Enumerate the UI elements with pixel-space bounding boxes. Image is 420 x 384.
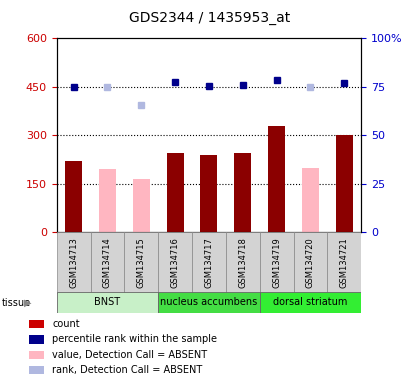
- Text: nucleus accumbens: nucleus accumbens: [160, 297, 257, 308]
- Bar: [65, 161, 82, 232]
- Text: GSM134720: GSM134720: [306, 237, 315, 288]
- Bar: [133, 179, 150, 232]
- Bar: [336, 136, 353, 232]
- Text: count: count: [52, 319, 80, 329]
- Bar: [327, 232, 361, 294]
- Bar: [260, 232, 294, 294]
- Text: dorsal striatum: dorsal striatum: [273, 297, 348, 308]
- Bar: [158, 232, 192, 294]
- Bar: [234, 153, 251, 232]
- Bar: [158, 292, 260, 313]
- Bar: [294, 232, 327, 294]
- Bar: [57, 232, 91, 294]
- Bar: [260, 292, 361, 313]
- Text: GDS2344 / 1435953_at: GDS2344 / 1435953_at: [129, 11, 291, 25]
- Text: GSM134715: GSM134715: [137, 237, 146, 288]
- Bar: [91, 232, 124, 294]
- Bar: [124, 232, 158, 294]
- Text: GSM134714: GSM134714: [103, 237, 112, 288]
- Text: BNST: BNST: [94, 297, 121, 308]
- Bar: [200, 155, 218, 232]
- Text: ▶: ▶: [24, 298, 32, 308]
- Text: percentile rank within the sample: percentile rank within the sample: [52, 334, 218, 344]
- Text: GSM134716: GSM134716: [171, 237, 180, 288]
- Text: rank, Detection Call = ABSENT: rank, Detection Call = ABSENT: [52, 365, 203, 375]
- Bar: [192, 232, 226, 294]
- Bar: [302, 168, 319, 232]
- Text: GSM134718: GSM134718: [238, 237, 247, 288]
- Text: GSM134717: GSM134717: [205, 237, 213, 288]
- Bar: [57, 292, 158, 313]
- Text: GSM134721: GSM134721: [340, 237, 349, 288]
- Bar: [99, 169, 116, 232]
- Text: GSM134713: GSM134713: [69, 237, 78, 288]
- Bar: [268, 126, 285, 232]
- Text: value, Detection Call = ABSENT: value, Detection Call = ABSENT: [52, 350, 207, 360]
- Text: GSM134719: GSM134719: [272, 237, 281, 288]
- Text: tissue: tissue: [2, 298, 31, 308]
- Bar: [226, 232, 260, 294]
- Bar: [167, 153, 184, 232]
